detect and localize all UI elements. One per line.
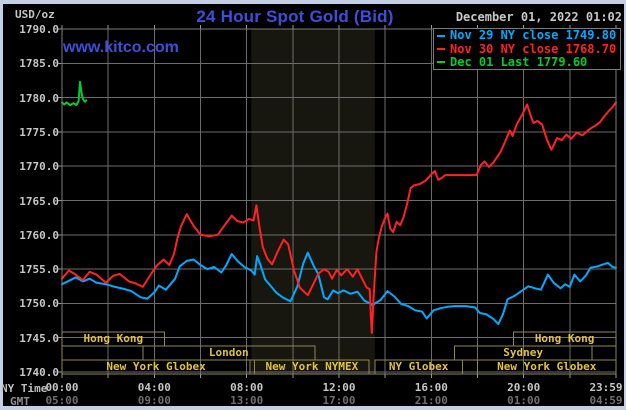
x-axis-gmt-label-04:59: 04:59 (589, 394, 623, 407)
session-label-ny-globex: NY Globex (388, 360, 449, 373)
x-axis-ny-time-label: NY Time (1, 382, 48, 395)
x-axis-gmt-label-01:00: 01:00 (507, 394, 541, 407)
session-label-new-york-globex: New York Globex (497, 360, 597, 373)
session-box-ny-globex (374, 359, 463, 375)
y-axis-label-1790: 1790.0 (19, 23, 59, 36)
series-dec-01-(bid) (61, 80, 88, 107)
x-axis-ny-label-23:59: 23:59 (589, 381, 623, 394)
session-box-new-york-globex (477, 359, 617, 375)
x-axis-ny-label-04:00: 04:00 (137, 381, 171, 394)
x-axis-ny-label-12:00: 12:00 (322, 381, 356, 394)
x-axis-gmt-label-21:00: 21:00 (414, 394, 448, 407)
session-label-new-york-globex: New York Globex (106, 360, 206, 373)
y-axis-unit-label: USD/oz (15, 8, 55, 21)
legend-item-1: Nov 30 NY close 1768.70 (437, 41, 620, 56)
y-axis-label-1740: 1740.0 (19, 366, 59, 379)
kitco-watermark-link[interactable]: www.kitco.com (63, 39, 179, 56)
x-axis-gmt-label-09:00: 09:00 (137, 394, 171, 407)
series-nov-30-(bid) (61, 101, 617, 334)
y-axis-label-1760: 1760.0 (19, 228, 59, 242)
x-axis-gmt-label-13:00: 13:00 (230, 394, 264, 407)
y-axis-label-1780: 1780.0 (19, 91, 59, 105)
datetime-label: December 01, 2022 01:02 (455, 10, 622, 24)
y-axis-label-1750: 1750.0 (19, 297, 59, 311)
legend-item-0: Nov 29 NY close 1749.80 (437, 29, 620, 42)
session-box-unlabeled (61, 345, 144, 361)
legend-dash-icon (437, 61, 445, 64)
page-title: 24 Hour Spot Gold (Bid) (196, 7, 394, 26)
y-axis-label-1775: 1775.0 (19, 125, 59, 139)
legend-item-label: Nov 29 NY close 1749.80 (450, 28, 617, 43)
nymex-session-shading (251, 29, 375, 374)
series-nov-29-(bid) (61, 251, 617, 325)
y-axis-label-1755: 1755.0 (19, 263, 59, 277)
session-label-new-york-nymex: New York NYMEX (265, 360, 359, 373)
legend-dash-icon (437, 34, 445, 37)
legend-dash-icon (437, 48, 445, 50)
y-axis-label-1770: 1770.0 (19, 160, 59, 174)
x-axis-ny-label-08:00: 08:00 (230, 381, 264, 394)
x-axis-gmt-label-05:00: 05:00 (45, 394, 79, 407)
x-axis-ny-label-16:00: 16:00 (414, 381, 448, 394)
session-label-london: London (208, 346, 249, 359)
x-axis-gmt-label: GMT (10, 395, 30, 408)
session-box-new-york-globex (61, 359, 251, 375)
y-axis-label-1765: 1765.0 (19, 194, 59, 208)
x-axis-ny-label-00:00: 00:00 (45, 381, 79, 394)
y-axis-label-1745: 1745.0 (19, 331, 59, 345)
y-axis-label-1785: 1785.0 (19, 57, 59, 71)
x-axis-gmt-label-17:00: 17:00 (322, 394, 356, 407)
legend-item-label: Dec 01 Last 1779.60 (450, 54, 588, 69)
legend-box: Nov 29 NY close 1749.80 Nov 30 NY close 1… (433, 28, 621, 70)
session-label-sydney: Sydney (503, 346, 543, 359)
session-label-hong-kong: Hong Kong (83, 332, 144, 345)
legend-item-label: Nov 30 NY close 1768.70 (450, 41, 617, 56)
session-box-new-york-nymex (254, 359, 370, 375)
session-label-hong-kong: Hong Kong (534, 332, 595, 345)
x-axis-ny-label-20:00: 20:00 (507, 381, 541, 394)
legend-item-2: Dec 01 Last 1779.60 (437, 54, 620, 69)
